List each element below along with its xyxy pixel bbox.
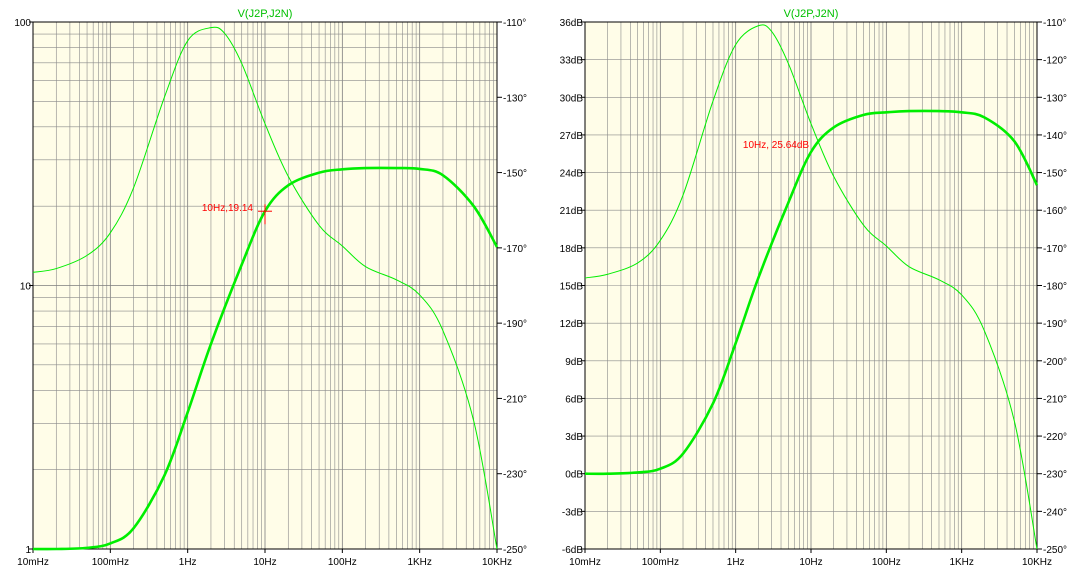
- y2-tick-label: -190°: [503, 319, 527, 330]
- y-tick-label: 1: [25, 545, 31, 556]
- magnitude-series-line: [584, 109, 1039, 476]
- y-tick-label: 6dB: [565, 394, 583, 405]
- x-tick-label: 100mHz: [642, 557, 679, 568]
- magnitude-series-line: [32, 166, 499, 551]
- y2-tick-label: -120°: [1043, 56, 1067, 67]
- y-tick-label: 27dB: [560, 131, 584, 142]
- y-tick-label: 36dB: [560, 18, 584, 29]
- x-tick-label: 10KHz: [1022, 557, 1052, 568]
- x-tick-label: 100mHz: [92, 557, 129, 568]
- y-tick-label: 12dB: [560, 319, 584, 330]
- y-tick-label: 24dB: [560, 169, 584, 180]
- x-tick-label: 10mHz: [569, 557, 601, 568]
- y2-tick-label: -140°: [1043, 131, 1067, 142]
- y2-tick-label: -250°: [503, 545, 527, 556]
- y-tick-label: 15dB: [560, 282, 584, 293]
- y2-tick-label: -110°: [1043, 18, 1066, 29]
- y2-tick-label: -170°: [503, 244, 527, 255]
- phase-series-line: [32, 26, 498, 550]
- chart-title: V(J2P,J2N): [238, 8, 293, 20]
- x-tick-label: 10KHz: [482, 557, 512, 568]
- y-tick-label: 3dB: [565, 432, 583, 443]
- y2-tick-label: -150°: [503, 169, 527, 180]
- x-tick-label: 10mHz: [17, 557, 49, 568]
- x-tick-label: 1KHz: [407, 557, 431, 568]
- y2-tick-label: -160°: [1043, 206, 1067, 217]
- y-tick-label: -6dB: [562, 545, 583, 556]
- chart-panel-1: V(J2P,J2N) 10mHz 100mHz 1Hz 10Hz 100Hz 1KHz 10K…: [14, 8, 527, 568]
- y2-tick-label: -210°: [1043, 394, 1067, 405]
- y2-tick-label: -130°: [503, 93, 527, 104]
- x-tick-label: 10Hz: [253, 557, 276, 568]
- y2-tick-label: -110°: [503, 18, 526, 29]
- y2-tick-label: -210°: [503, 394, 527, 405]
- x-tick-label: 100Hz: [872, 557, 901, 568]
- y2-tick-label: -200°: [1043, 357, 1067, 368]
- y-tick-label: 100: [14, 18, 31, 29]
- y2-tick-label: -170°: [1043, 244, 1067, 255]
- y-tick-label: 33dB: [560, 56, 584, 67]
- annotation-label: 10Hz,19.14: [202, 203, 254, 214]
- x-tick-label: 100Hz: [328, 557, 357, 568]
- y2-tick-label: -130°: [1043, 93, 1067, 104]
- y2-tick-label: -230°: [1043, 470, 1067, 481]
- y2-tick-label: -190°: [1043, 319, 1067, 330]
- x-tick-label: 10Hz: [799, 557, 822, 568]
- chart-panel-2: V(J2P,J2N) 10mHz 100mHz 1Hz 10Hz 100Hz 1KHz 10K…: [560, 8, 1067, 568]
- y2-tick-label: -230°: [503, 470, 527, 481]
- y-tick-label: 10: [20, 282, 32, 293]
- y2-tick-label: -180°: [1043, 282, 1067, 293]
- x-tick-label: 1KHz: [949, 557, 973, 568]
- x-tick-label: 1Hz: [727, 557, 745, 568]
- annotation-label: 10Hz, 25.64dB: [743, 140, 809, 151]
- y2-tick-label: -220°: [1043, 432, 1067, 443]
- y-tick-label: 9dB: [565, 357, 583, 368]
- y-tick-label: -3dB: [562, 507, 583, 518]
- y-tick-label: 0dB: [565, 470, 583, 481]
- chart-title: V(J2P,J2N): [784, 8, 839, 20]
- y-tick-label: 30dB: [560, 93, 584, 104]
- y-tick-label: 21dB: [560, 206, 584, 217]
- x-tick-label: 1Hz: [179, 557, 197, 568]
- y2-tick-label: -240°: [1043, 507, 1067, 518]
- y2-tick-label: -250°: [1043, 545, 1067, 556]
- y2-tick-label: -150°: [1043, 169, 1067, 180]
- phase-series-line: [584, 24, 1038, 550]
- y-tick-label: 18dB: [560, 244, 584, 255]
